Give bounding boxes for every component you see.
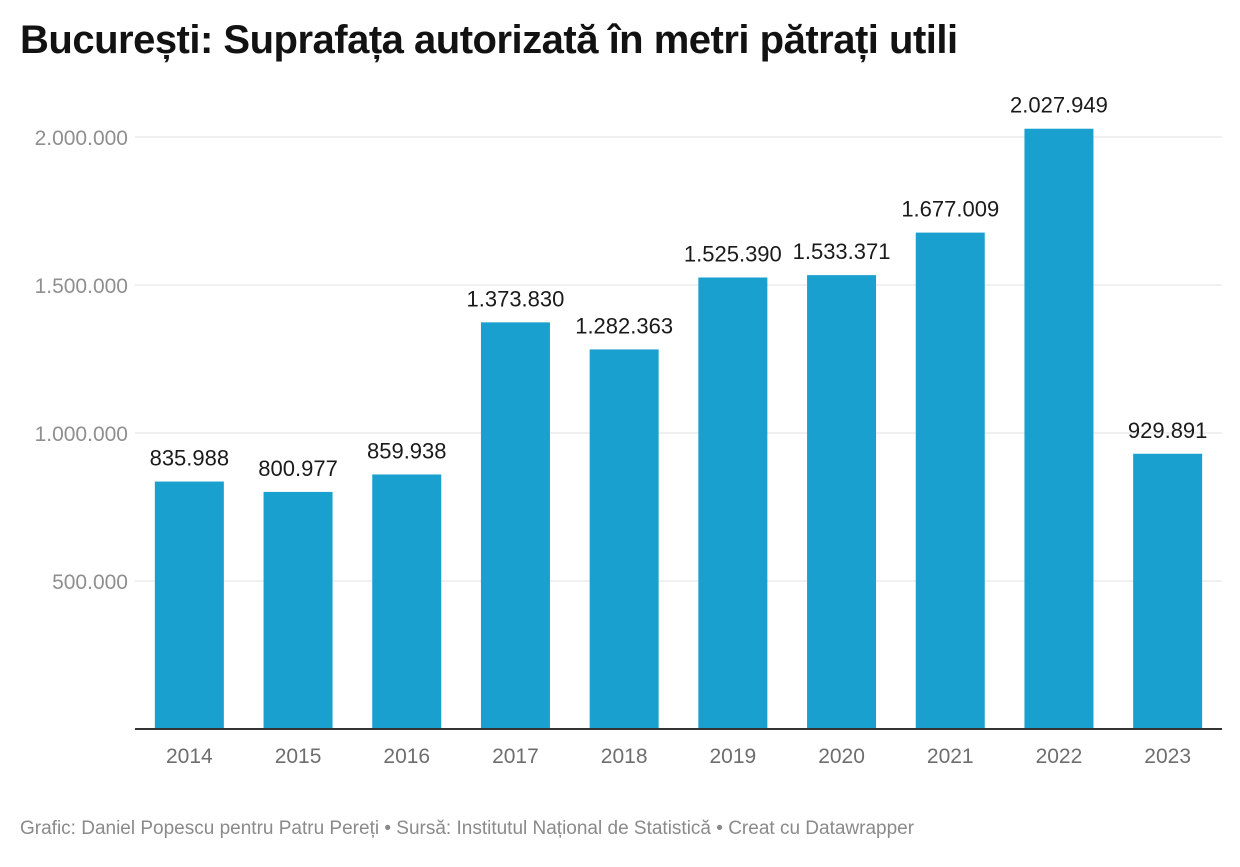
- value-label-2020: 1.533.371: [793, 239, 891, 264]
- value-label-2016: 859.938: [367, 438, 447, 463]
- x-tick-label-2021: 2021: [927, 745, 974, 768]
- x-tick-label-2014: 2014: [166, 745, 213, 768]
- bar-2022[interactable]: [1024, 128, 1094, 729]
- bar-2017[interactable]: [480, 322, 550, 729]
- bar-2019[interactable]: [698, 277, 768, 729]
- chart-title: București: Suprafața autorizată în metri…: [20, 18, 958, 62]
- x-tick-label-2022: 2022: [1036, 745, 1083, 768]
- value-label-2015: 800.977: [258, 456, 338, 481]
- value-label-2021: 1.677.009: [901, 197, 999, 222]
- y-tick-label: 1.500.000: [35, 275, 128, 298]
- bar-2023[interactable]: [1133, 453, 1203, 729]
- bar-2016[interactable]: [372, 474, 442, 729]
- x-axis-ticks: 2014 2015 2016 2017 2018 2019 2020 2021 2022 2023: [166, 745, 1191, 768]
- footer-credits: Grafic: Daniel Popescu pentru Patru Pere…: [20, 818, 915, 839]
- y-tick-label: 500.000: [52, 571, 128, 594]
- bar-2014[interactable]: [154, 481, 224, 729]
- x-tick-label-2020: 2020: [818, 745, 865, 768]
- y-tick-label: 1.000.000: [35, 423, 128, 446]
- y-axis-ticks: 500.000 1.000.000 1.500.000 2.000.000: [35, 127, 128, 594]
- x-tick-label-2018: 2018: [601, 745, 648, 768]
- value-label-2019: 1.525.390: [684, 241, 782, 266]
- bar-2021[interactable]: [915, 232, 985, 729]
- value-label-2018: 1.282.363: [575, 313, 673, 338]
- value-label-2023: 929.891: [1128, 418, 1208, 443]
- x-tick-label-2015: 2015: [275, 745, 322, 768]
- bar-2018[interactable]: [589, 349, 659, 729]
- value-label-2014: 835.988: [150, 446, 230, 471]
- bar-2015[interactable]: [263, 491, 333, 729]
- x-tick-label-2016: 2016: [383, 745, 430, 768]
- x-tick-label-2017: 2017: [492, 745, 539, 768]
- value-labels: 835.988 800.977 859.938 1.373.830 1.282.363 1…: [150, 93, 1208, 481]
- x-tick-label-2023: 2023: [1144, 745, 1191, 768]
- x-tick-label-2019: 2019: [709, 745, 756, 768]
- value-label-2017: 1.373.830: [467, 286, 565, 311]
- bar-2020[interactable]: [807, 275, 877, 729]
- value-label-2022: 2.027.949: [1010, 93, 1108, 118]
- y-tick-label: 2.000.000: [35, 127, 128, 150]
- bars: [154, 128, 1203, 729]
